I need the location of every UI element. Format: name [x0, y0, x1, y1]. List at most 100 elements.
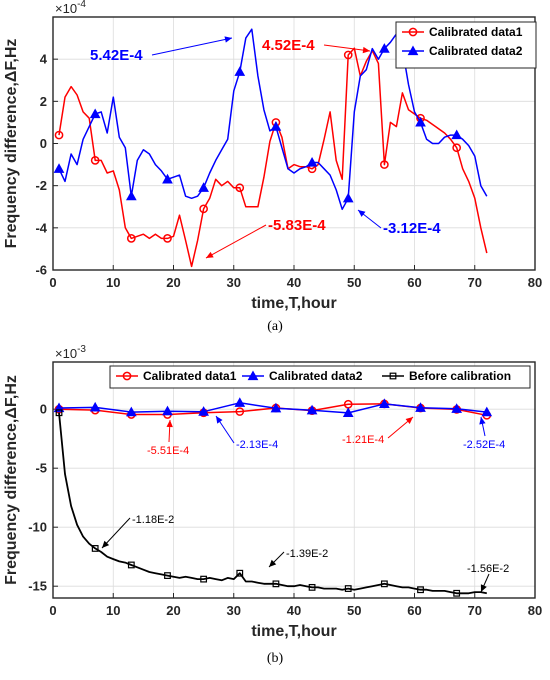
data-point-marker [54, 130, 64, 140]
y-exponent-label: ×10-3 [55, 344, 86, 361]
data-point-marker [126, 234, 136, 243]
x-tick-label: 70 [468, 603, 482, 618]
y-tick-label: -15 [28, 579, 47, 594]
series-calibrated-data2 [53, 28, 488, 211]
legend-label: Calibrated data1 [429, 25, 523, 39]
data-point-marker [198, 182, 209, 192]
annotation-arrow-head [480, 584, 487, 592]
y-exponent-power: -4 [77, 0, 86, 10]
data-point-marker [417, 586, 424, 594]
y-tick-label: 0 [40, 136, 47, 151]
legend-marker [122, 371, 132, 381]
annotation-label: -1.18E-2 [132, 514, 174, 526]
data-point-marker [451, 129, 463, 140]
annotation: -2.52E-4 [463, 416, 505, 451]
data-point-marker [379, 43, 390, 53]
legend-label: Calibrated data1 [143, 369, 237, 383]
legend-item: Calibrated data2 [242, 369, 363, 383]
x-tick-label: 30 [227, 275, 241, 290]
figure-caption: (a) [267, 319, 283, 334]
annotation: -2.13E-4 [215, 415, 278, 451]
data-point-marker [235, 183, 245, 193]
x-tick-label: 40 [287, 603, 301, 618]
data-point-marker [234, 397, 246, 407]
legend-item: Calibrated data1 [116, 369, 237, 383]
data-point-marker [342, 407, 354, 417]
annotation: -1.56E-2 [467, 563, 509, 593]
data-point-marker [125, 406, 137, 417]
y-tick-label: -6 [35, 263, 47, 278]
x-tick-label: 30 [227, 603, 241, 618]
annotation: 4.52E-4 [262, 37, 371, 54]
data-point-marker [91, 545, 99, 552]
data-point-marker [415, 116, 426, 127]
legend-marker [407, 45, 419, 56]
x-tick-label: 0 [49, 603, 56, 618]
annotation-arrow-head [405, 417, 413, 424]
legend: Calibrated data1 Calibrated data2 [395, 21, 537, 69]
annotation-arrow-line [205, 224, 267, 259]
data-point-marker [344, 585, 352, 592]
data-point-marker [342, 192, 354, 203]
data-point-marker [235, 407, 245, 416]
data-point-marker [481, 406, 493, 417]
data-point-marker [162, 173, 173, 184]
y-axis-label: Frequency difference,ΔF,Hz [3, 39, 20, 249]
annotation-label: 5.42E-4 [90, 47, 143, 64]
annotation-label: -5.83E-4 [268, 217, 326, 234]
legend-item: Calibrated data1 [402, 25, 523, 39]
annotation-arrow-head [102, 540, 110, 548]
x-tick-label: 20 [166, 603, 180, 618]
x-tick-label: 20 [166, 275, 180, 290]
annotation: -3.12E-4 [357, 209, 441, 237]
data-point-marker [236, 569, 244, 577]
data-point-marker [272, 580, 280, 588]
annotation-arrow-head [216, 416, 223, 424]
annotation-arrow-head [269, 559, 277, 567]
data-point-marker [306, 156, 318, 167]
x-tick-label: 60 [407, 275, 421, 290]
x-tick-label: 40 [287, 275, 301, 290]
data-point-marker [164, 572, 171, 579]
y-exponent-base: ×10 [55, 346, 77, 361]
annotation-label: -1.56E-2 [467, 563, 509, 575]
annotation-label: -2.52E-4 [463, 439, 505, 451]
annotation-label: -5.51E-4 [147, 445, 189, 457]
y-exponent-power: -3 [77, 344, 86, 355]
data-point-marker [453, 589, 461, 597]
data-point-marker [163, 234, 172, 243]
x-tick-label: 80 [528, 275, 542, 290]
data-point-marker [343, 50, 353, 60]
x-tick-label: 70 [468, 275, 482, 290]
annotation-arrow-head [479, 417, 486, 425]
data-point-marker [200, 575, 208, 583]
data-point-marker [380, 160, 389, 169]
y-tick-label: 0 [40, 402, 47, 417]
y-exponent-base: ×10 [55, 1, 77, 16]
legend-box [109, 365, 531, 389]
chart-b: 0 10 20 30 40 50 60 70 80 -15 -10 -5 0 ×10-3 time,T,ho… [3, 344, 542, 666]
annotation-label: 4.52E-4 [262, 37, 315, 54]
x-tick-label: 80 [528, 603, 542, 618]
data-point-marker [89, 108, 101, 119]
legend-item: Before calibration [382, 369, 511, 383]
x-tick-label: 10 [106, 275, 120, 290]
y-tick-label: 4 [40, 52, 48, 67]
data-point-marker [452, 143, 462, 153]
x-tick-label: 50 [347, 275, 361, 290]
figure-caption: (b) [267, 651, 284, 666]
legend-marker [247, 370, 259, 381]
legend-box [395, 21, 537, 69]
data-point-marker [162, 405, 173, 416]
annotation-label: -2.13E-4 [236, 439, 278, 451]
data-point-marker [308, 583, 316, 591]
y-axis-label: Frequency difference,ΔF,Hz [3, 375, 20, 585]
annotation: 5.42E-4 [90, 36, 233, 64]
data-point-marker [234, 66, 246, 76]
legend: Calibrated data1 Calibrated data2 Before c… [109, 365, 531, 389]
x-axis-label: time,T,hour [251, 623, 336, 640]
data-point-marker [451, 403, 463, 413]
y-tick-label: -5 [35, 461, 47, 476]
y-tick-label: -2 [35, 178, 47, 193]
